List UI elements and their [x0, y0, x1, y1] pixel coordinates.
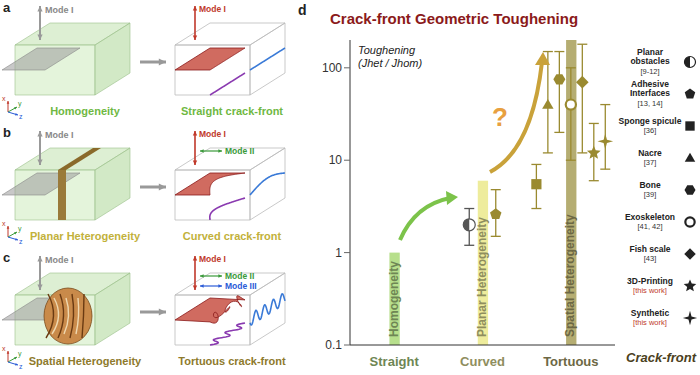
svg-text:Mode I: Mode I — [199, 4, 226, 14]
svg-text:Spatial Heterogeneity: Spatial Heterogeneity — [29, 355, 142, 367]
svg-text:y: y — [18, 100, 22, 108]
svg-text:10: 10 — [329, 153, 343, 167]
svg-text:Curved: Curved — [460, 354, 505, 369]
svg-text:1: 1 — [335, 246, 342, 260]
html-text:[36]: [36] — [643, 126, 657, 135]
html-text:(Jhet / Jhom): (Jhet / Jhom) — [358, 57, 423, 69]
html-text:Crack-front Geometric Tougheni: Crack-front Geometric Toughening — [330, 10, 579, 27]
html-text:Planar obstacles: Planar obstacles — [630, 46, 670, 67]
svg-text:?: ? — [492, 102, 508, 132]
svg-text:Mode I: Mode I — [45, 255, 74, 265]
svg-text:Mode II: Mode II — [225, 146, 254, 156]
html-text:3D-Printing: 3D-Printing — [627, 275, 673, 286]
html-text:[this work]: [this work] — [633, 318, 667, 327]
svg-text:z: z — [19, 113, 23, 120]
svg-text:y: y — [18, 225, 22, 233]
html-text:Toughening: Toughening — [358, 44, 416, 56]
html-text:Nacre: Nacre — [638, 147, 662, 158]
html-text:Crack-front: Crack-front — [626, 350, 697, 365]
html-text:d: d — [298, 2, 307, 18]
svg-text:Mode I: Mode I — [199, 254, 226, 264]
svg-text:Mode III: Mode III — [225, 281, 257, 291]
html-text:Sponge spicule: Sponge spicule — [618, 115, 682, 126]
svg-text:Straight crack-front: Straight crack-front — [181, 105, 283, 117]
html-text:Fish scale: Fish scale — [629, 243, 671, 254]
svg-text:y: y — [18, 350, 22, 358]
html-text:[39]: [39] — [643, 190, 657, 199]
svg-text:Planar Heterogeneity: Planar Heterogeneity — [30, 230, 141, 242]
svg-text:c: c — [8, 250, 10, 265]
html-text:Synthetic: Synthetic — [630, 307, 670, 318]
svg-text:Curved crack-front: Curved crack-front — [183, 230, 282, 242]
svg-text:Mode I: Mode I — [45, 130, 74, 140]
html-text:[13, 14]: [13, 14] — [637, 98, 663, 108]
svg-text:Homogeneity: Homogeneity — [387, 261, 401, 337]
svg-text:0.1: 0.1 — [325, 338, 342, 352]
svg-text:z: z — [19, 238, 23, 245]
html-text:[41, 42]: [41, 42] — [637, 222, 663, 231]
svg-text:Mode I: Mode I — [45, 5, 74, 15]
svg-text:Homogeneity: Homogeneity — [50, 105, 121, 117]
svg-text:Spatial Heterogeneity: Spatial Heterogeneity — [563, 214, 577, 337]
html-text:[37]: [37] — [643, 158, 657, 167]
html-text:Adhesive Interfaces: Adhesive Interfaces — [629, 78, 671, 99]
svg-text:b: b — [8, 125, 11, 140]
html-text:[9-12]: [9-12] — [640, 66, 660, 76]
svg-text:Straight: Straight — [370, 354, 420, 369]
html-text:Bone: Bone — [639, 179, 661, 190]
svg-text:100: 100 — [322, 61, 342, 75]
svg-text:a: a — [8, 0, 11, 15]
svg-text:z: z — [19, 363, 23, 370]
svg-text:Tortuous crack-front: Tortuous crack-front — [178, 355, 286, 367]
svg-text:Mode I: Mode I — [199, 129, 226, 139]
html-text:[43]: [43] — [643, 254, 657, 263]
html-text:Exoskeleton: Exoskeleton — [625, 211, 675, 222]
html-text:[this work]: [this work] — [633, 286, 667, 295]
svg-text:Planar Heterogeneity: Planar Heterogeneity — [475, 217, 489, 337]
svg-text:Mode II: Mode II — [225, 271, 254, 281]
svg-text:Tortuous: Tortuous — [543, 354, 598, 369]
